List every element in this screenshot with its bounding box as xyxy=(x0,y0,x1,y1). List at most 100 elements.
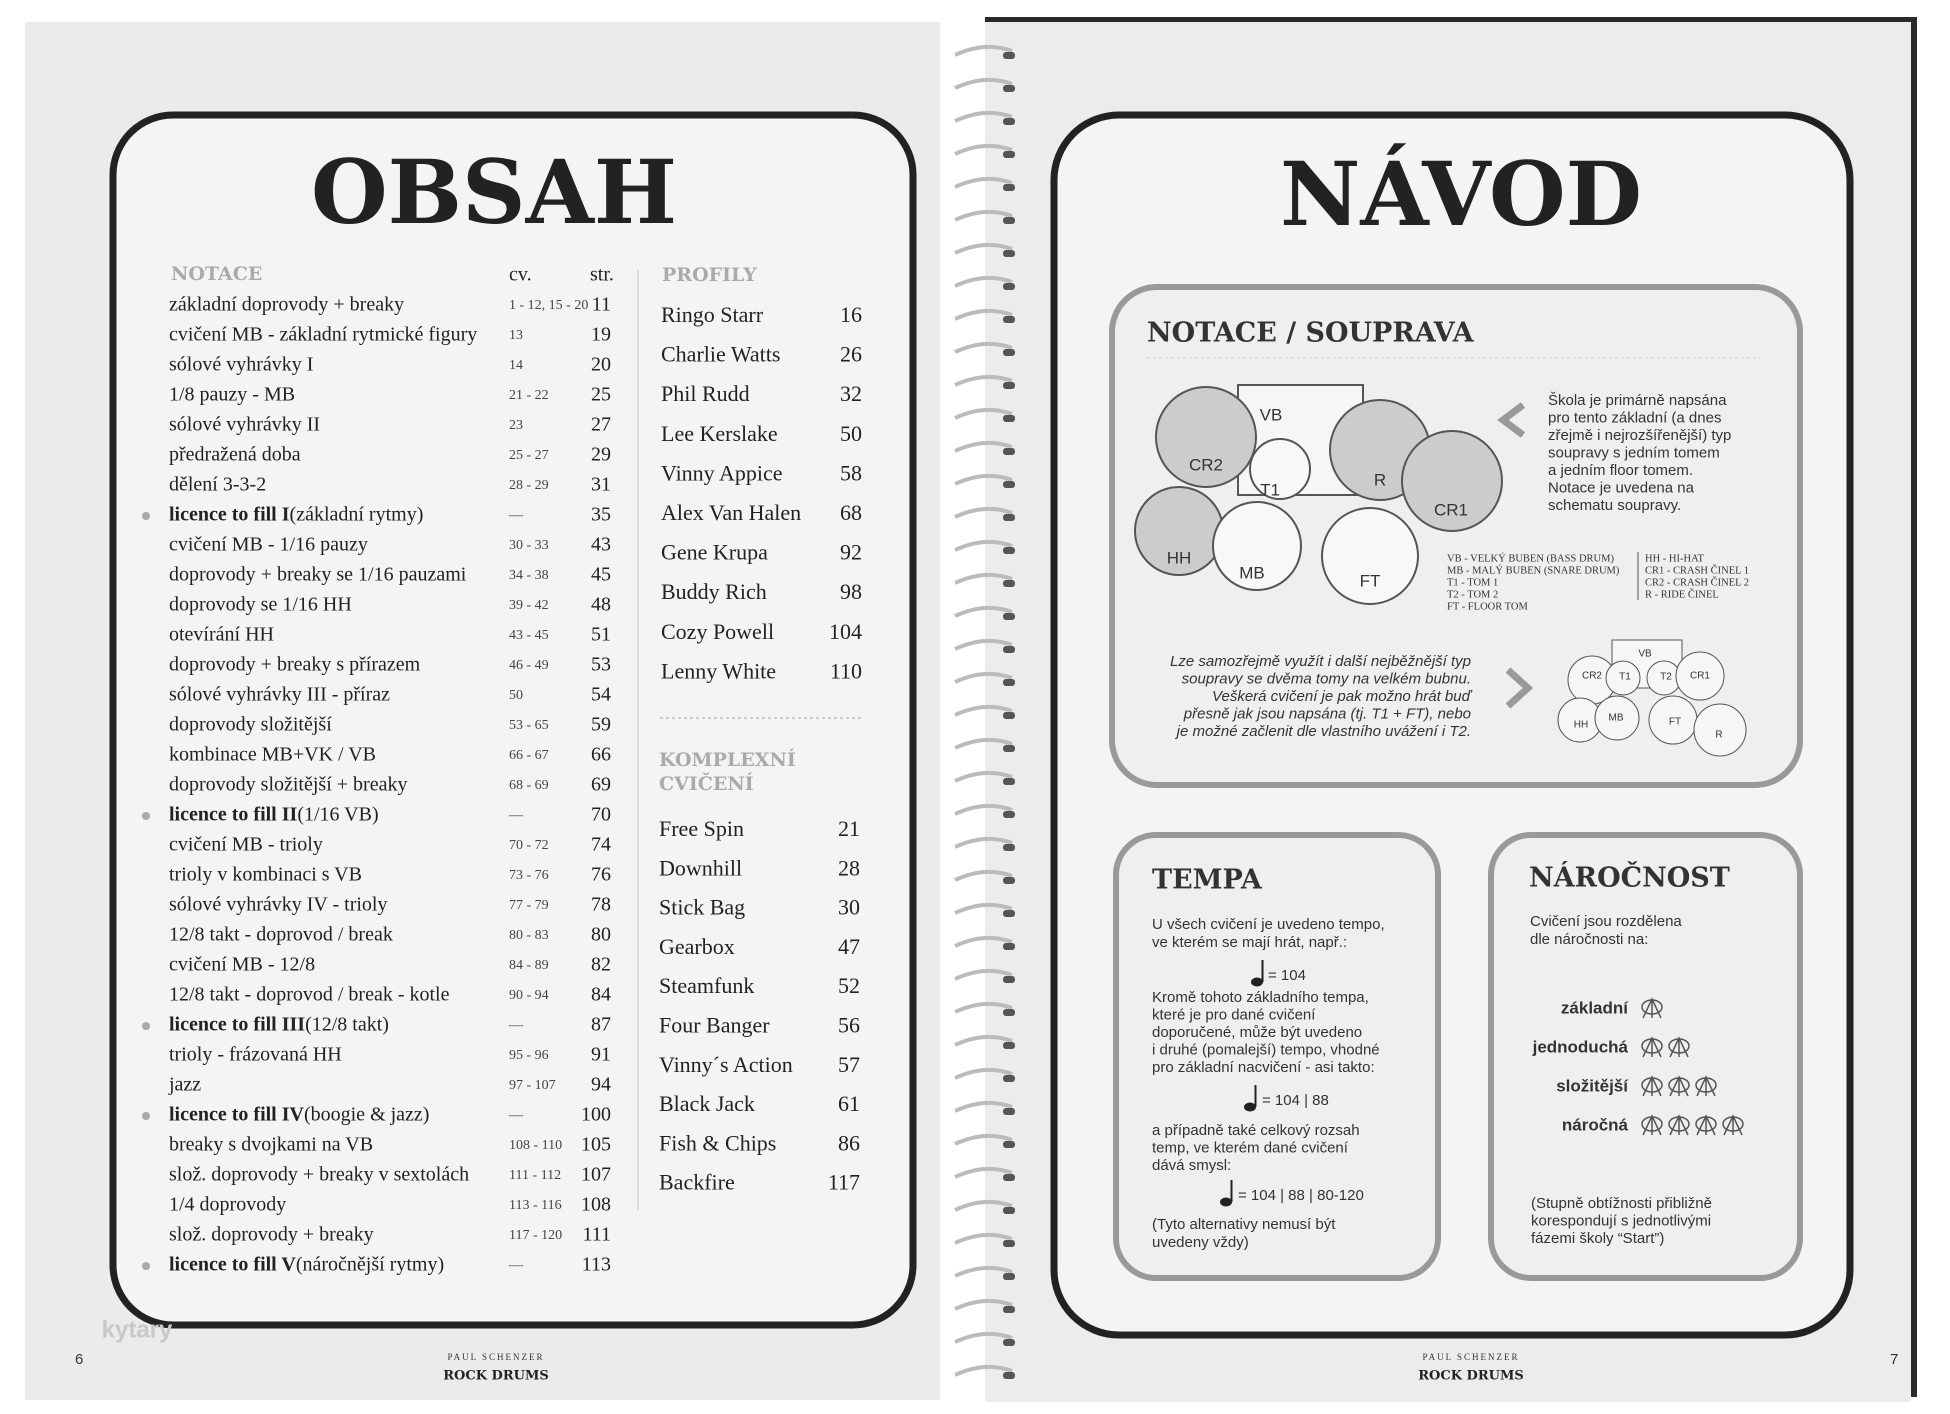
text-line: zřejmě i nejrozšířenější) typ xyxy=(1548,427,1731,444)
spiral-hole xyxy=(1003,415,1015,422)
entry-title: 12/8 takt - doprovod / break xyxy=(169,924,393,946)
drum-label: CR2 xyxy=(1189,455,1223,474)
exercise-range: — xyxy=(508,508,524,523)
spiral-hole xyxy=(1003,514,1015,521)
page-number: 51 xyxy=(591,624,611,646)
entry-title: dělení 3-3-2 xyxy=(169,474,266,496)
exercise-name: Stick Bag xyxy=(659,895,745,920)
drum-label: VB xyxy=(1638,649,1652,660)
entry-title: 1/8 pauzy - MB xyxy=(169,384,295,406)
page-number: 82 xyxy=(591,954,611,976)
page-number: 16 xyxy=(840,302,862,327)
page-number: 100 xyxy=(581,1104,611,1126)
text-line: ve kterém se mají hrát, např.: xyxy=(1152,934,1347,951)
page-number: 69 xyxy=(591,774,611,796)
difficulty-icon xyxy=(1696,1114,1716,1136)
exercise-range: 113 - 116 xyxy=(509,1198,562,1213)
drum-label: HH xyxy=(1574,720,1588,731)
text-line: dle náročnosti na: xyxy=(1530,931,1648,948)
spiral-ring xyxy=(954,506,1013,519)
page-number: 19 xyxy=(591,324,611,346)
exercise-name: Vinny´s Action xyxy=(659,1052,793,1077)
spiral-ring xyxy=(954,407,1013,420)
entry-title: cvičení MB - 12/8 xyxy=(169,954,315,976)
spiral-ring xyxy=(954,704,1013,717)
difficulty-icon xyxy=(1642,1075,1662,1097)
exercise-range: — xyxy=(508,1108,524,1123)
page-number: 43 xyxy=(591,534,611,556)
drum-label: FT xyxy=(1669,717,1681,728)
difficulty-icon xyxy=(1642,1114,1662,1136)
spiral-ring xyxy=(954,1199,1013,1212)
legend-line: T2 - TOM 2 xyxy=(1447,589,1498,600)
page-title: NÁVOD xyxy=(1280,142,1642,246)
drum-shape xyxy=(1249,438,1311,500)
entry-title: trioly v kombinaci s VB xyxy=(169,864,362,886)
page-number: 66 xyxy=(591,744,611,766)
level-name: náročná xyxy=(1562,1115,1629,1134)
entry-title: (12/8 takt) xyxy=(305,1014,389,1036)
drum-label: MB xyxy=(1609,713,1624,724)
section-header: PROFILY xyxy=(662,264,757,286)
spiral-hole xyxy=(1003,1207,1015,1214)
exercise-range: 70 - 72 xyxy=(509,838,549,853)
spiral-ring xyxy=(954,1034,1013,1047)
exercise-range: — xyxy=(508,1258,524,1273)
page-number: 70 xyxy=(591,804,611,826)
spiral-hole xyxy=(1003,943,1015,950)
page-number: 35 xyxy=(591,504,611,526)
difficulty-icon xyxy=(1641,999,1663,1015)
text-line: Cvičení jsou rozdělena xyxy=(1530,913,1682,930)
exercise-range: 28 - 29 xyxy=(509,478,549,493)
spiral-hole xyxy=(1003,85,1015,92)
text-line: je možné začlenit dle vlastního uvážení … xyxy=(1175,723,1471,740)
exercise-range: 46 - 49 xyxy=(509,658,549,673)
page-number: 26 xyxy=(840,342,862,367)
text-line: U všech cvičení je uvedeno tempo, xyxy=(1152,916,1385,933)
exercise-range: 66 - 67 xyxy=(509,748,549,763)
entry-title: sólové vyhrávky I xyxy=(169,354,313,376)
exercise-range: 50 xyxy=(509,688,523,703)
column-header: cv. xyxy=(509,264,532,286)
spiral-ring xyxy=(954,1133,1013,1146)
obsah-frame xyxy=(109,111,917,1329)
drum-label: R xyxy=(1715,730,1722,741)
section-header: CVIČENÍ xyxy=(659,772,754,795)
exercise-range: — xyxy=(508,808,524,823)
page-number: 76 xyxy=(591,864,611,886)
spiral-hole xyxy=(1003,52,1015,59)
difficulty-icon xyxy=(1723,1114,1743,1136)
entry-title: cvičení MB - základní rytmické figury xyxy=(169,324,477,346)
page-number: 21 xyxy=(838,816,860,841)
spiral-ring xyxy=(954,209,1013,222)
page-number: 80 xyxy=(591,924,611,946)
spiral-ring xyxy=(954,374,1013,387)
page-number: 57 xyxy=(838,1052,860,1077)
exercise-range: 1 - 12, 15 - 20 xyxy=(509,298,588,313)
entry-title: slož. doprovody + breaky xyxy=(169,1224,374,1246)
level-name: základní xyxy=(1561,998,1629,1017)
drum-label: VB xyxy=(1260,405,1283,424)
spiral-hole xyxy=(1003,778,1015,785)
difficulty-icon xyxy=(1668,1116,1690,1132)
text-line: dává smysl: xyxy=(1152,1157,1231,1174)
spiral-ring xyxy=(954,473,1013,486)
entry-title: trioly - frázovaná HH xyxy=(169,1044,342,1066)
spiral-ring xyxy=(954,440,1013,453)
spiral-ring xyxy=(954,77,1013,90)
exercise-range: 108 - 110 xyxy=(509,1138,562,1153)
text-line: Notace je uvedena na xyxy=(1548,479,1695,496)
page-number: 59 xyxy=(591,714,611,736)
drum-shape xyxy=(1605,660,1641,696)
entry-title: doprovody + breaky se 1/16 pauzami xyxy=(169,564,467,586)
footer-author: PAUL SCHENZER xyxy=(1422,1352,1519,1362)
drum-shape xyxy=(1155,386,1257,488)
spiral-ring xyxy=(954,1166,1013,1179)
exercise-range: 73 - 76 xyxy=(509,868,549,883)
legend-line: MB - MALÝ BUBEN (SNARE DRUM) xyxy=(1447,564,1620,576)
spiral-ring xyxy=(954,869,1013,882)
text-line: soupravy s jedním tomem xyxy=(1548,444,1720,461)
spiral-ring xyxy=(954,671,1013,684)
page-number: 104 xyxy=(829,619,862,644)
